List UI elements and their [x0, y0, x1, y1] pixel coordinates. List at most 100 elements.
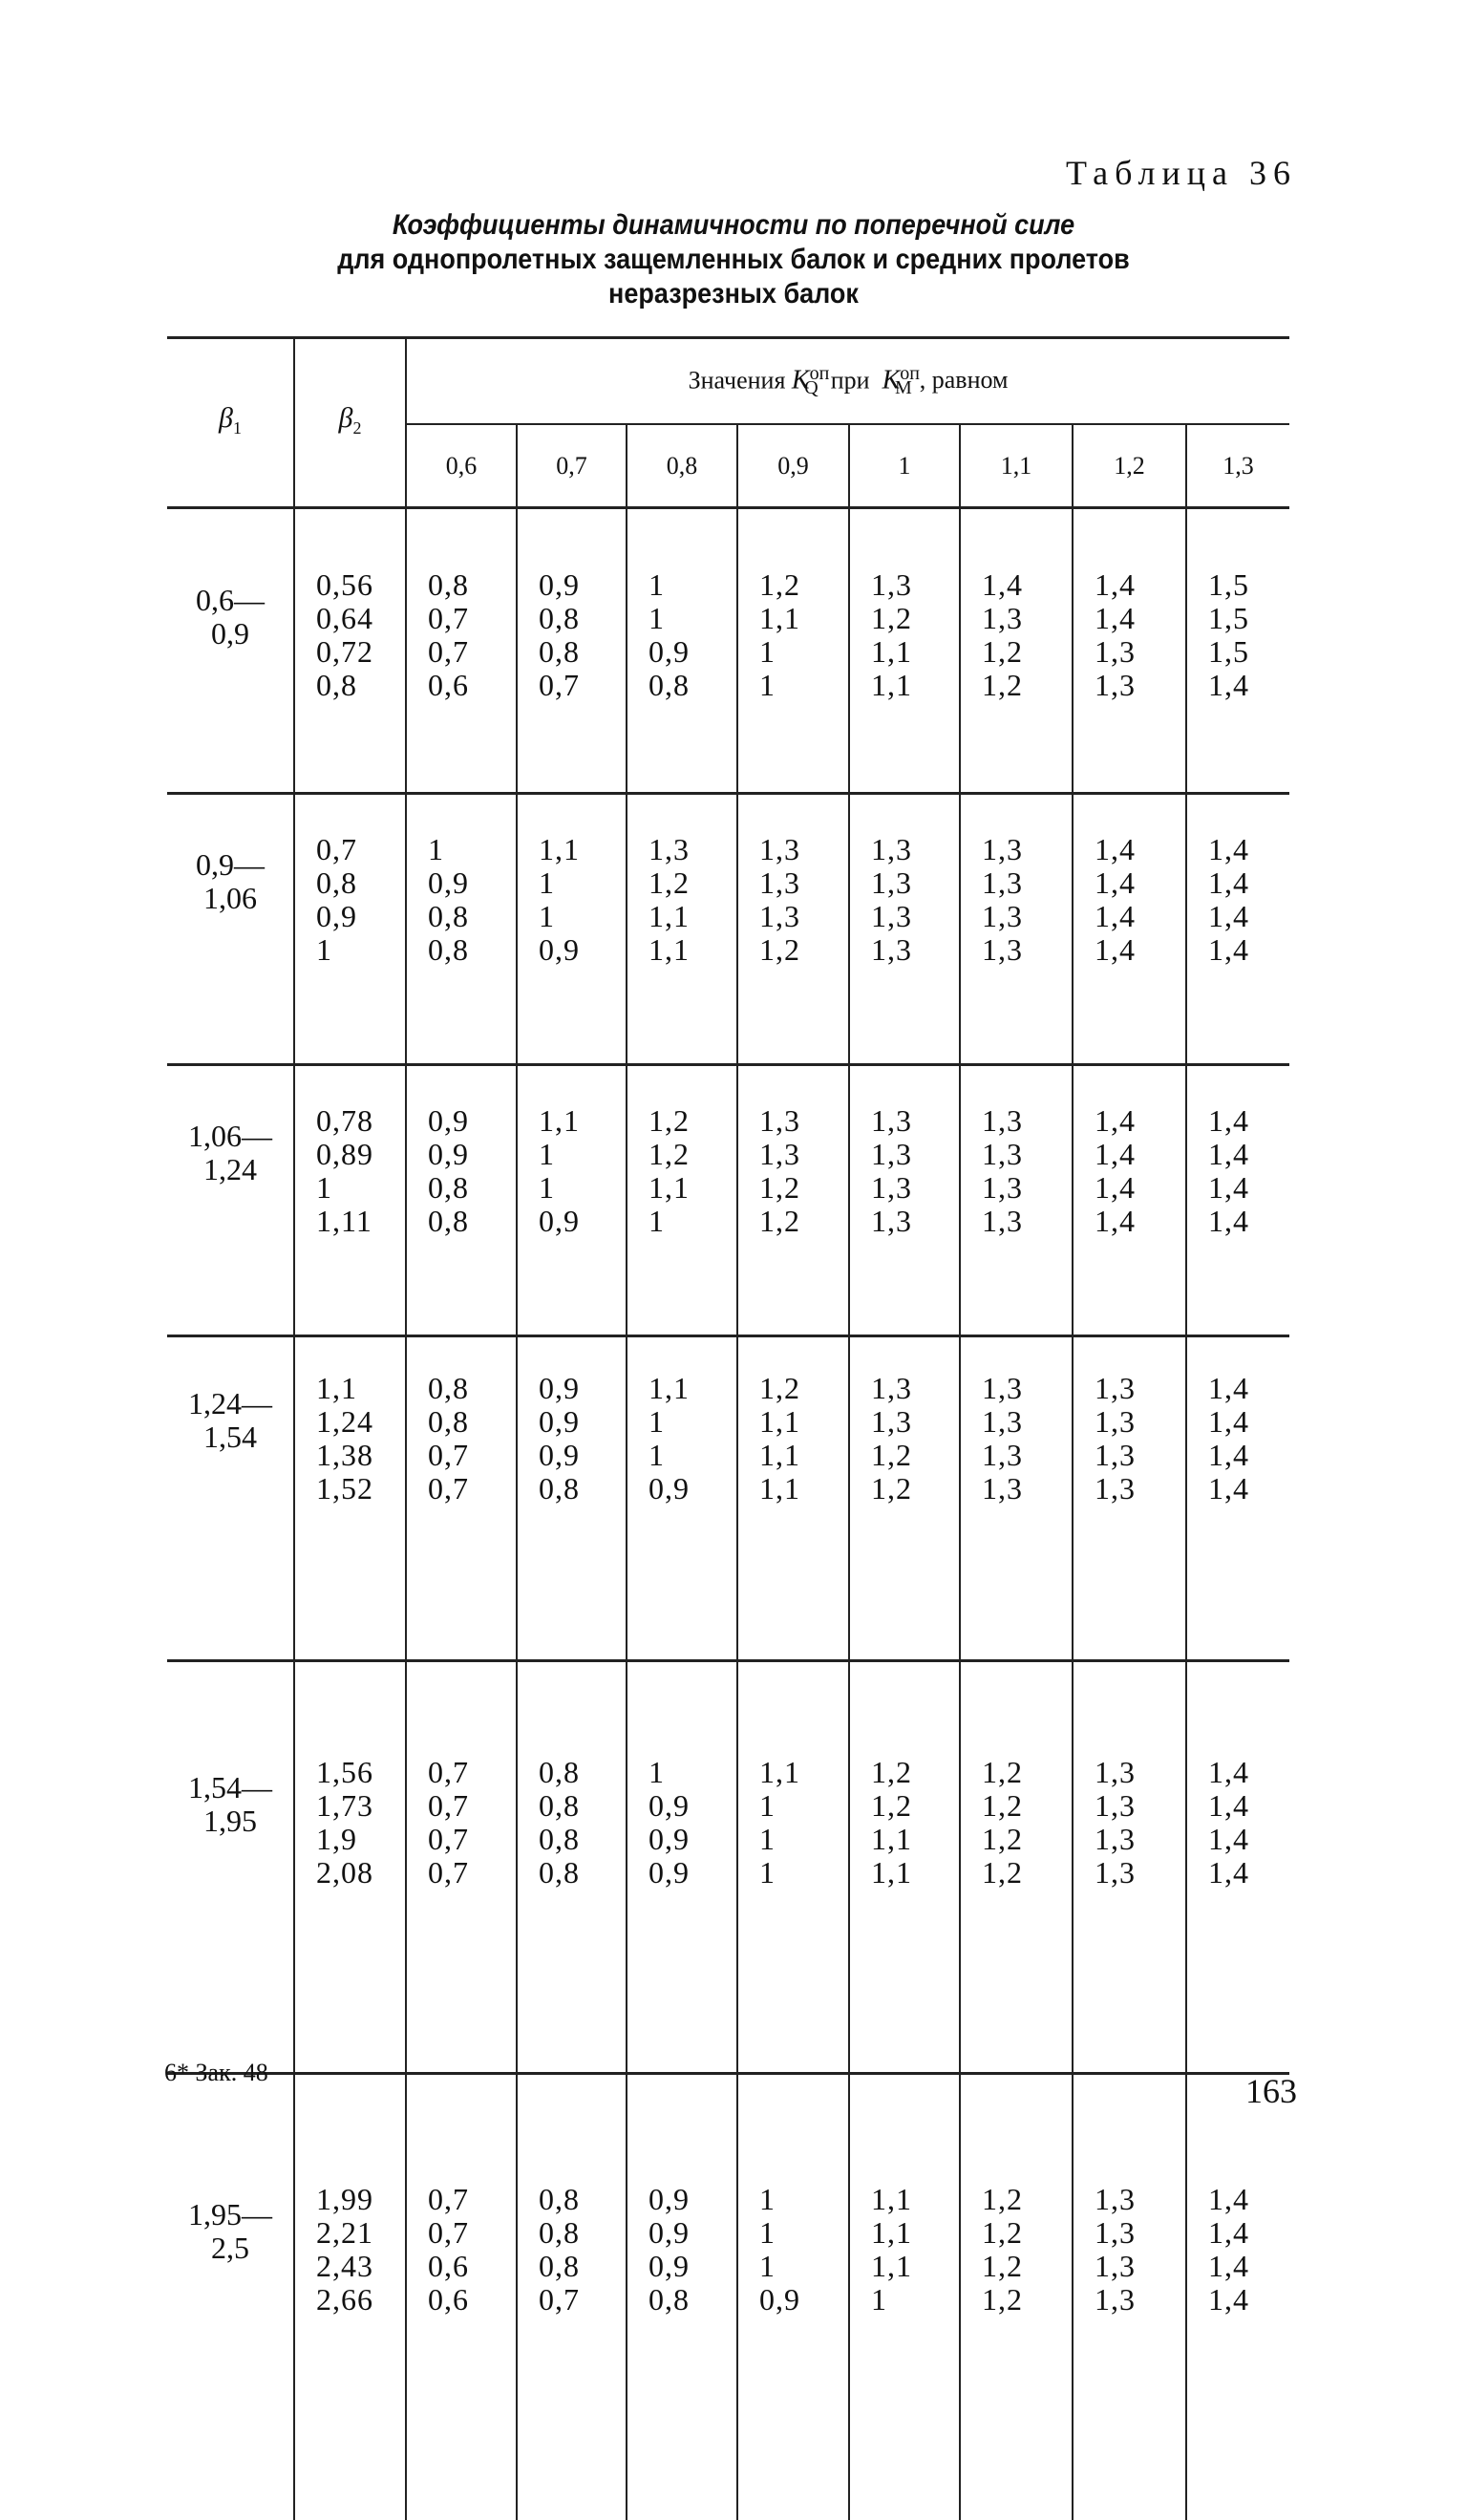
kq-value: 1,3: [738, 833, 848, 866]
kq-value: 0,8: [407, 1171, 516, 1205]
kq-value: 0,8: [407, 933, 516, 967]
kq-value: 0,9: [627, 635, 736, 669]
km-value-header: 1: [849, 424, 960, 508]
kq-value: 1,3: [961, 1405, 1072, 1439]
beta2-value: 2,43: [295, 2250, 405, 2283]
kq-value: 1,3: [850, 866, 959, 900]
kq-value: 1,2: [738, 933, 848, 967]
beta2-value: 2,66: [295, 2283, 405, 2317]
kq-value: 1,1: [850, 1823, 959, 1856]
kq-value: 1: [738, 1856, 848, 1890]
kq-value: 1,4: [1187, 2216, 1289, 2250]
kq-value: 1,4: [1187, 933, 1289, 967]
kq-value: 0,8: [518, 2216, 626, 2250]
kq-value: 0,7: [407, 602, 516, 635]
kq-value: 1,4: [1074, 933, 1185, 967]
dynamic-coefficients-table: β1 β2 Значения KопQ при KопМ, равном 0,6…: [167, 336, 1289, 2520]
kq-value: 0,6: [407, 669, 516, 702]
kq-value: 1,3: [1074, 2250, 1185, 2283]
kq-value: 1,4: [1074, 866, 1185, 900]
kq-value: 0,9: [407, 1104, 516, 1138]
kq-value: 1,3: [961, 866, 1072, 900]
kq-value: 0,7: [518, 669, 626, 702]
kq-value: 0,8: [518, 1756, 626, 1789]
kq-value: 0,7: [407, 1472, 516, 1506]
kq-value: 0,8: [627, 2283, 736, 2317]
beta1-range-text: 2,5: [167, 2232, 293, 2265]
beta2-value: 0,8: [295, 669, 405, 702]
kq-value: 1,3: [961, 1171, 1072, 1205]
kq-value: 1,2: [961, 2183, 1072, 2216]
kq-value: 1,4: [1187, 669, 1289, 702]
kq-value: 1,4: [1187, 1138, 1289, 1171]
beta1-range-text: 0,6—: [167, 584, 293, 617]
beta1-range-cell: 1,24—1,54: [167, 1336, 294, 1661]
kq-value: 1,3: [1074, 2216, 1185, 2250]
kq-value: 0,7: [407, 2183, 516, 2216]
kq-value: 0,7: [518, 2283, 626, 2317]
kq-value: 0,8: [407, 1405, 516, 1439]
kq-value: 1,4: [1187, 2250, 1289, 2283]
beta2-value: 0,56: [295, 568, 405, 602]
kq-value: 1,1: [627, 933, 736, 967]
kq-value: 1,1: [850, 2183, 959, 2216]
beta1-range-text: 1,95—: [167, 2198, 293, 2232]
kq-value: 0,7: [407, 1823, 516, 1856]
header-row: β1 β2 Значения KопQ при KопМ, равном: [167, 338, 1289, 425]
kq-value: 1,3: [1074, 1472, 1185, 1506]
kq-value: 1,3: [961, 1138, 1072, 1171]
kq-value: 0,6: [407, 2250, 516, 2283]
beta1-header: β1: [167, 338, 294, 508]
kq-value: 0,8: [518, 602, 626, 635]
beta1-range-text: 1,54: [167, 1420, 293, 1454]
kq-value: 0,9: [407, 1138, 516, 1171]
kq-value: 1,3: [1074, 2183, 1185, 2216]
kq-value: 1,4: [1187, 1171, 1289, 1205]
kq-value: 0,8: [407, 1205, 516, 1238]
beta2-value: 1,99: [295, 2183, 405, 2216]
kq-value: 1,1: [738, 1439, 848, 1472]
kq-value: 1,3: [1074, 1405, 1185, 1439]
kq-value: 1,3: [1074, 1856, 1185, 1890]
beta2-value: 1,11: [295, 1205, 405, 1238]
kq-value: 1,4: [1074, 602, 1185, 635]
kq-value: 0,7: [407, 2216, 516, 2250]
kq-value: 1,2: [627, 1138, 736, 1171]
kq-value: 1,3: [850, 1171, 959, 1205]
kq-value: 1,4: [1187, 1789, 1289, 1823]
kq-value: 1,2: [738, 1171, 848, 1205]
kq-value: 1,2: [961, 669, 1072, 702]
kq-value: 1: [627, 602, 736, 635]
kq-value: 1,5: [1187, 568, 1289, 602]
kq-value: 0,9: [518, 933, 626, 967]
kq-value: 0,8: [518, 2183, 626, 2216]
kq-value: 0,7: [407, 635, 516, 669]
kq-value: 1,3: [1074, 669, 1185, 702]
kq-value: 1,5: [1187, 635, 1289, 669]
kq-value: 1: [518, 900, 626, 933]
kq-value: 1,4: [1187, 1439, 1289, 1472]
kq-value: 0,9: [518, 1205, 626, 1238]
kq-value: 1,3: [1074, 635, 1185, 669]
kq-value: 0,8: [407, 568, 516, 602]
kq-value: 1,3: [961, 602, 1072, 635]
kq-value: 1: [738, 1789, 848, 1823]
kq-value: 1: [518, 1171, 626, 1205]
kq-value: 1,1: [850, 635, 959, 669]
